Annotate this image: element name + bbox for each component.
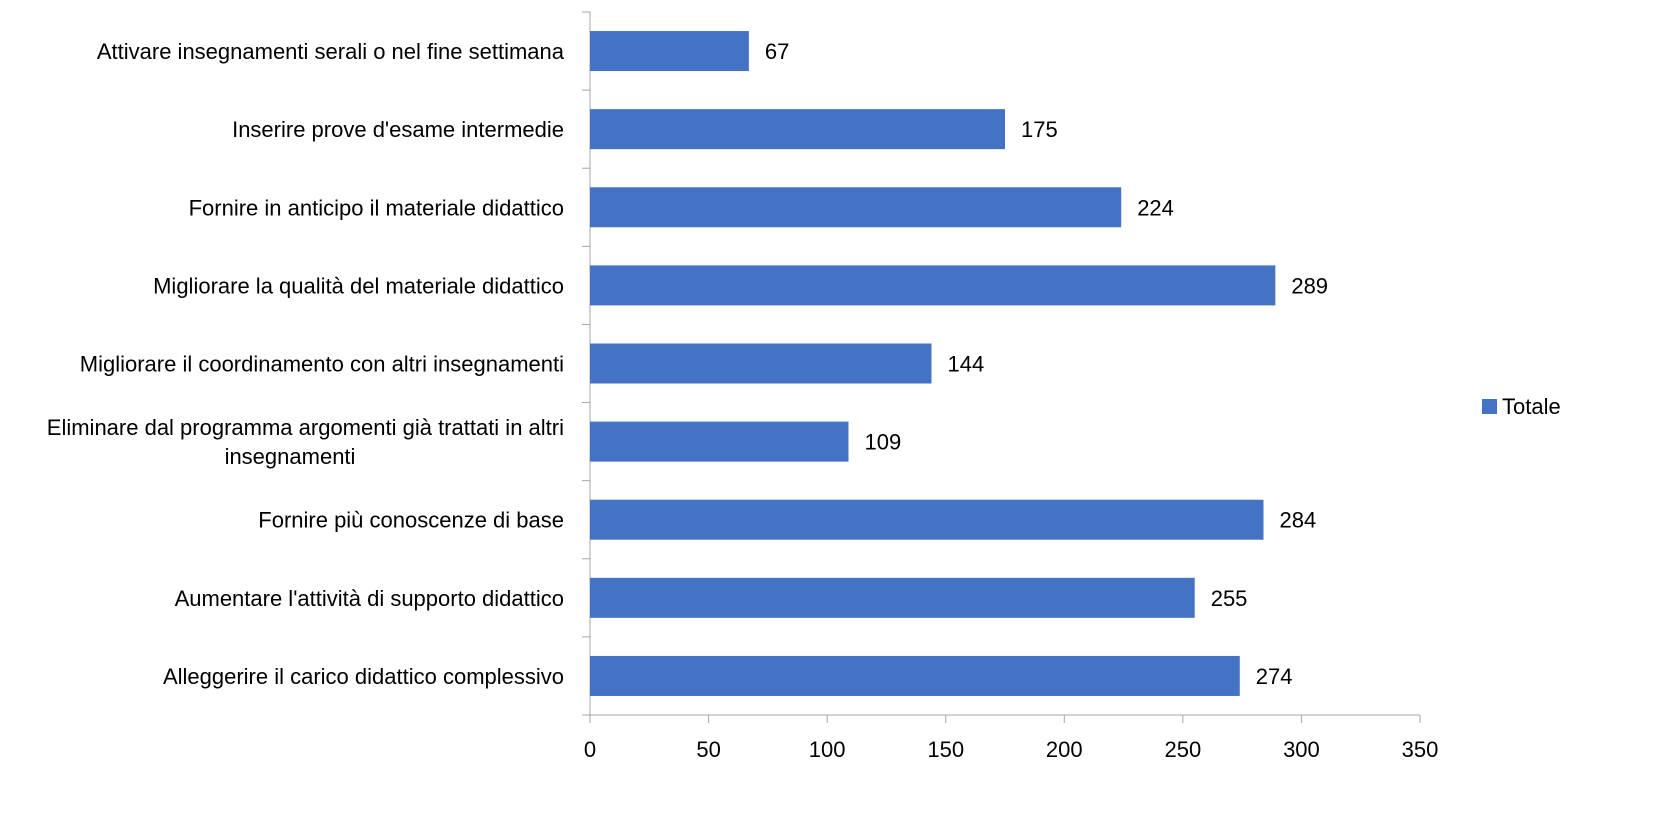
bar bbox=[590, 577, 1195, 618]
x-tick-label: 350 bbox=[1402, 737, 1439, 762]
data-label: 284 bbox=[1279, 508, 1316, 533]
legend-swatch bbox=[1482, 399, 1497, 414]
category-label-line: Fornire in anticipo il materiale didatti… bbox=[189, 195, 564, 220]
bar bbox=[590, 421, 849, 462]
x-tick-label: 300 bbox=[1283, 737, 1320, 762]
category-label-line: Inserire prove d'esame intermedie bbox=[232, 117, 564, 142]
bar bbox=[590, 265, 1276, 306]
category-label: Migliorare il coordinamento con altri in… bbox=[80, 352, 564, 377]
bar bbox=[590, 343, 932, 384]
x-tick-label: 150 bbox=[927, 737, 964, 762]
x-tick-label: 250 bbox=[1164, 737, 1201, 762]
legend-label: Totale bbox=[1502, 394, 1561, 419]
data-label: 109 bbox=[864, 430, 901, 455]
legend: Totale bbox=[1482, 394, 1561, 419]
bar bbox=[590, 187, 1122, 228]
axes: 0 50 100 150 200 250 300 350 bbox=[582, 11, 1439, 762]
category-label-line: insegnamenti bbox=[225, 444, 356, 469]
x-tick-label: 200 bbox=[1046, 737, 1083, 762]
data-label: 289 bbox=[1291, 273, 1328, 298]
bar bbox=[590, 655, 1240, 696]
category-label-line: Migliorare il coordinamento con altri in… bbox=[80, 352, 564, 377]
bar bbox=[590, 109, 1005, 150]
x-tick-label: 100 bbox=[809, 737, 846, 762]
category-label: Aumentare l'attività di supporto didatti… bbox=[175, 586, 564, 611]
bars bbox=[590, 31, 1276, 696]
category-label-line: Eliminare dal programma argomenti già tr… bbox=[47, 415, 564, 440]
category-label: Attivare insegnamenti serali o nel fine … bbox=[97, 39, 565, 64]
data-label: 224 bbox=[1137, 195, 1174, 220]
data-label: 144 bbox=[947, 352, 984, 377]
data-label: 175 bbox=[1021, 117, 1058, 142]
category-label-line: Fornire più conoscenze di base bbox=[258, 508, 564, 533]
category-label: Eliminare dal programma argomenti già tr… bbox=[47, 415, 564, 469]
bar bbox=[590, 31, 749, 72]
category-labels: Attivare insegnamenti serali o nel fine … bbox=[47, 39, 565, 689]
data-label: 255 bbox=[1211, 586, 1248, 611]
category-label: Migliorare la qualità del materiale dida… bbox=[153, 273, 564, 298]
category-label: Alleggerire il carico didattico compless… bbox=[163, 664, 564, 689]
bar bbox=[590, 499, 1264, 540]
category-label: Fornire in anticipo il materiale didatti… bbox=[189, 195, 564, 220]
category-label: Fornire più conoscenze di base bbox=[258, 508, 564, 533]
category-label-line: Attivare insegnamenti serali o nel fine … bbox=[97, 39, 565, 64]
x-tick-label: 0 bbox=[584, 737, 596, 762]
data-labels: 67 175 224 289 144 109 284 255 274 bbox=[765, 39, 1328, 689]
category-label-line: Aumentare l'attività di supporto didatti… bbox=[175, 586, 564, 611]
data-label: 274 bbox=[1256, 664, 1293, 689]
category-label-line: Migliorare la qualità del materiale dida… bbox=[153, 273, 564, 298]
x-tick-label: 50 bbox=[696, 737, 720, 762]
category-label: Inserire prove d'esame intermedie bbox=[232, 117, 564, 142]
data-label: 67 bbox=[765, 39, 789, 64]
category-label-line: Alleggerire il carico didattico compless… bbox=[163, 664, 564, 689]
